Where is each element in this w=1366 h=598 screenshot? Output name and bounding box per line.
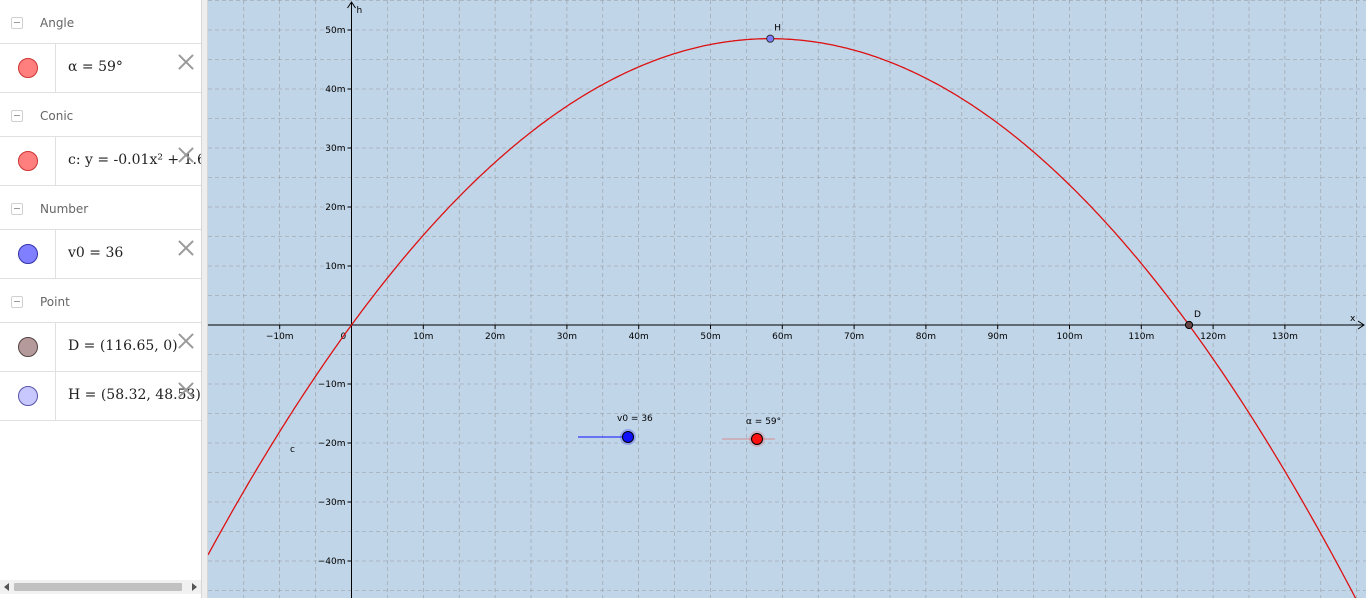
y-tick-label: −40m xyxy=(318,557,346,567)
scroll-left-arrow-icon[interactable] xyxy=(4,583,9,591)
group-header-conic[interactable]: Conic xyxy=(0,93,201,137)
group-header-angle[interactable]: Angle xyxy=(0,0,201,44)
visibility-marker[interactable] xyxy=(0,44,56,92)
algebra-item-definition[interactable]: H = (58.32, 48.53) xyxy=(68,387,201,403)
x-tick-label: 80m xyxy=(916,332,936,342)
visibility-marker[interactable] xyxy=(0,137,56,185)
y-axis-arrow-icon xyxy=(347,1,356,9)
collapse-icon[interactable] xyxy=(11,203,23,215)
x-tick-label: 60m xyxy=(772,332,792,342)
delete-icon[interactable] xyxy=(175,330,197,352)
algebra-item[interactable]: H = (58.32, 48.53) xyxy=(0,372,201,421)
x-tick-label: 120m xyxy=(1200,332,1226,342)
visibility-toggle-icon[interactable] xyxy=(18,386,38,406)
algebra-item-definition[interactable]: c: y = -0.01x² + 1.66x xyxy=(68,152,201,168)
algebra-item[interactable]: D = (116.65, 0) xyxy=(0,323,201,372)
group-label: Point xyxy=(40,295,70,309)
group-header-point[interactable]: Point xyxy=(0,279,201,323)
algebra-item[interactable]: α = 59° xyxy=(0,44,201,93)
group-label: Number xyxy=(40,202,89,216)
algebra-item-definition[interactable]: v0 = 36 xyxy=(68,245,124,261)
algebra-item[interactable]: v0 = 36 xyxy=(0,230,201,279)
visibility-marker[interactable] xyxy=(0,323,56,371)
y-tick-label: −20m xyxy=(318,439,346,449)
slider-alpha-handle[interactable] xyxy=(751,433,763,445)
y-axis-label: h xyxy=(357,6,363,16)
group-label: Angle xyxy=(40,16,75,30)
view-splitter[interactable] xyxy=(201,0,208,598)
x-tick-label: 90m xyxy=(988,332,1008,342)
x-tick-label: 110m xyxy=(1128,332,1154,342)
algebra-view: Angle α = 59° Conic c: y = -0.01x² + 1.66x N… xyxy=(0,0,201,598)
y-tick-label: 50m xyxy=(325,26,345,36)
delete-icon[interactable] xyxy=(175,144,197,166)
point-d[interactable] xyxy=(1184,320,1194,330)
scrollbar-thumb[interactable] xyxy=(14,583,182,591)
visibility-toggle-icon[interactable] xyxy=(18,337,38,357)
y-tick-label: 30m xyxy=(325,144,345,154)
slider-alpha-label: α = 59° xyxy=(746,417,781,427)
y-tick-label: −10m xyxy=(318,380,346,390)
x-tick-label: 10m xyxy=(413,332,433,342)
graphics-view[interactable]: x h 0 −10m 10m 20m 30m 40m 50m 60m 70m 80m 90m 100m 11… xyxy=(208,0,1366,598)
point-h-label: H xyxy=(774,24,781,34)
y-tick-label: 20m xyxy=(325,203,345,213)
y-tick-label: 10m xyxy=(325,262,345,272)
x-tick-label: 70m xyxy=(844,332,864,342)
y-tick-label: −30m xyxy=(318,498,346,508)
group-header-number[interactable]: Number xyxy=(0,186,201,230)
collapse-icon[interactable] xyxy=(11,110,23,122)
visibility-marker[interactable] xyxy=(0,372,56,420)
curve-label: c xyxy=(290,445,295,455)
x-tick-label: 50m xyxy=(700,332,720,342)
slider-v0-handle[interactable] xyxy=(622,431,634,443)
group-label: Conic xyxy=(40,109,74,123)
slider-v0-label: v0 = 36 xyxy=(617,414,653,424)
x-tick-label: 30m xyxy=(557,332,577,342)
visibility-toggle-icon[interactable] xyxy=(18,244,38,264)
x-tick-label: 20m xyxy=(485,332,505,342)
x-tick-label: −10m xyxy=(266,332,294,342)
x-axis-arrow-icon xyxy=(1357,320,1365,330)
algebra-list: Angle α = 59° Conic c: y = -0.01x² + 1.66x N… xyxy=(0,0,201,421)
graph-canvas[interactable]: xh0−10m 10m 20m 30m 40m 50m 60m 70m 80m 90m 100m 11… xyxy=(208,0,1366,598)
scroll-right-arrow-icon[interactable] xyxy=(192,583,197,591)
x-tick-label: 40m xyxy=(629,332,649,342)
delete-icon[interactable] xyxy=(175,51,197,73)
algebra-item[interactable]: c: y = -0.01x² + 1.66x xyxy=(0,137,201,186)
parabola-curve[interactable] xyxy=(208,38,1364,598)
visibility-toggle-icon[interactable] xyxy=(18,151,38,171)
algebra-item-definition[interactable]: α = 59° xyxy=(68,59,123,75)
x-tick-label: 130m xyxy=(1272,332,1298,342)
algebra-item-definition[interactable]: D = (116.65, 0) xyxy=(68,338,178,354)
visibility-toggle-icon[interactable] xyxy=(18,58,38,78)
collapse-icon[interactable] xyxy=(11,296,23,308)
y-tick-label: 40m xyxy=(325,85,345,95)
delete-icon[interactable] xyxy=(175,379,197,401)
delete-icon[interactable] xyxy=(175,237,197,259)
visibility-marker[interactable] xyxy=(0,230,56,278)
x-tick-label: 100m xyxy=(1057,332,1083,342)
collapse-icon[interactable] xyxy=(11,17,23,29)
point-h[interactable] xyxy=(766,34,775,43)
algebra-horizontal-scrollbar[interactable] xyxy=(0,580,201,594)
x-axis-label: x xyxy=(1350,314,1356,324)
point-d-label: D xyxy=(1194,310,1201,320)
